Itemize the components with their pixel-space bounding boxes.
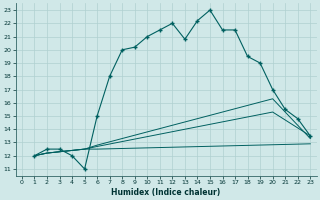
X-axis label: Humidex (Indice chaleur): Humidex (Indice chaleur): [111, 188, 221, 197]
